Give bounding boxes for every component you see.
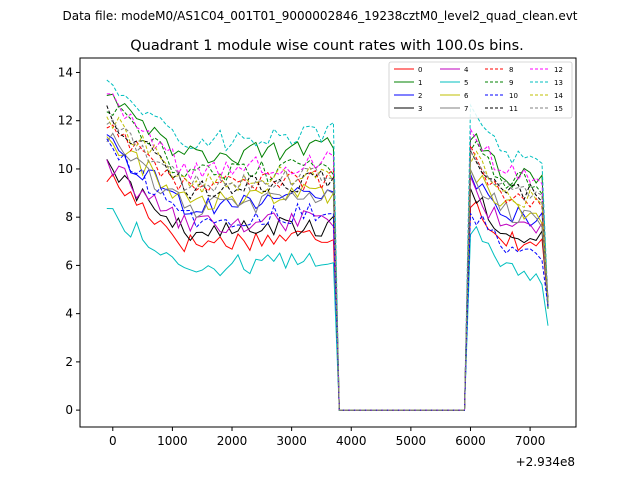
x-tick-label: 4000: [336, 434, 367, 448]
x-tick-label: 3000: [276, 434, 307, 448]
y-tick-label: 0: [65, 403, 73, 417]
plot-area: [106, 79, 549, 411]
x-tick-label: 2000: [217, 434, 248, 448]
x-offset-label: +2.934e8: [516, 455, 575, 469]
y-tick-label: 2: [65, 355, 73, 369]
legend-label: 2: [418, 92, 422, 100]
series-line-7: [106, 132, 549, 411]
axes-frame: [79, 57, 577, 428]
legend-box: [388, 61, 573, 119]
x-tick-label: 7000: [515, 434, 546, 448]
legend-label: 3: [418, 105, 422, 113]
x-axis: 0 1000 2000 3000 4000 5000 6000 7000: [109, 427, 545, 448]
legend-label: 9: [509, 79, 513, 87]
y-tick-label: 10: [58, 162, 73, 176]
legend-label: 14: [554, 92, 563, 100]
y-tick-label: 8: [65, 210, 73, 224]
x-tick-label: 0: [109, 434, 117, 448]
legend-label: 7: [464, 105, 468, 113]
y-tick-label: 6: [65, 258, 73, 272]
legend-label: 5: [464, 79, 468, 87]
legend-label: 10: [509, 92, 518, 100]
legend-label: 1: [418, 79, 422, 87]
y-tick-label: 14: [58, 65, 73, 79]
series-line-13: [106, 79, 549, 411]
series-line-8: [106, 124, 549, 411]
legend-label: 13: [554, 79, 563, 87]
x-tick-label: 1000: [157, 434, 188, 448]
legend-label: 11: [509, 105, 518, 113]
chart-title: Quadrant 1 module wise count rates with …: [130, 38, 524, 54]
series-line-15: [106, 119, 549, 411]
legend-label: 12: [554, 66, 563, 74]
series-line-4: [106, 159, 549, 411]
y-axis: 0 2 4 6 8 10 12 14: [58, 65, 80, 417]
series-line-1: [106, 93, 549, 411]
legend-label: 8: [509, 66, 513, 74]
series-line-12: [106, 93, 549, 411]
data-file-label: Data file: modeM0/AS1C04_001T01_90000028…: [62, 9, 577, 23]
y-tick-label: 12: [58, 114, 73, 128]
legend-label: 4: [464, 66, 469, 74]
series-line-5: [106, 208, 549, 411]
series-line-3: [106, 158, 549, 411]
x-tick-label: 5000: [396, 434, 427, 448]
x-tick-label: 6000: [455, 434, 486, 448]
legend-label: 6: [464, 92, 469, 100]
series-line-0: [106, 173, 549, 411]
y-tick-label: 4: [65, 307, 73, 321]
series-line-14: [106, 116, 549, 411]
legend-label: 0: [418, 66, 422, 74]
legend-label: 15: [554, 105, 563, 113]
